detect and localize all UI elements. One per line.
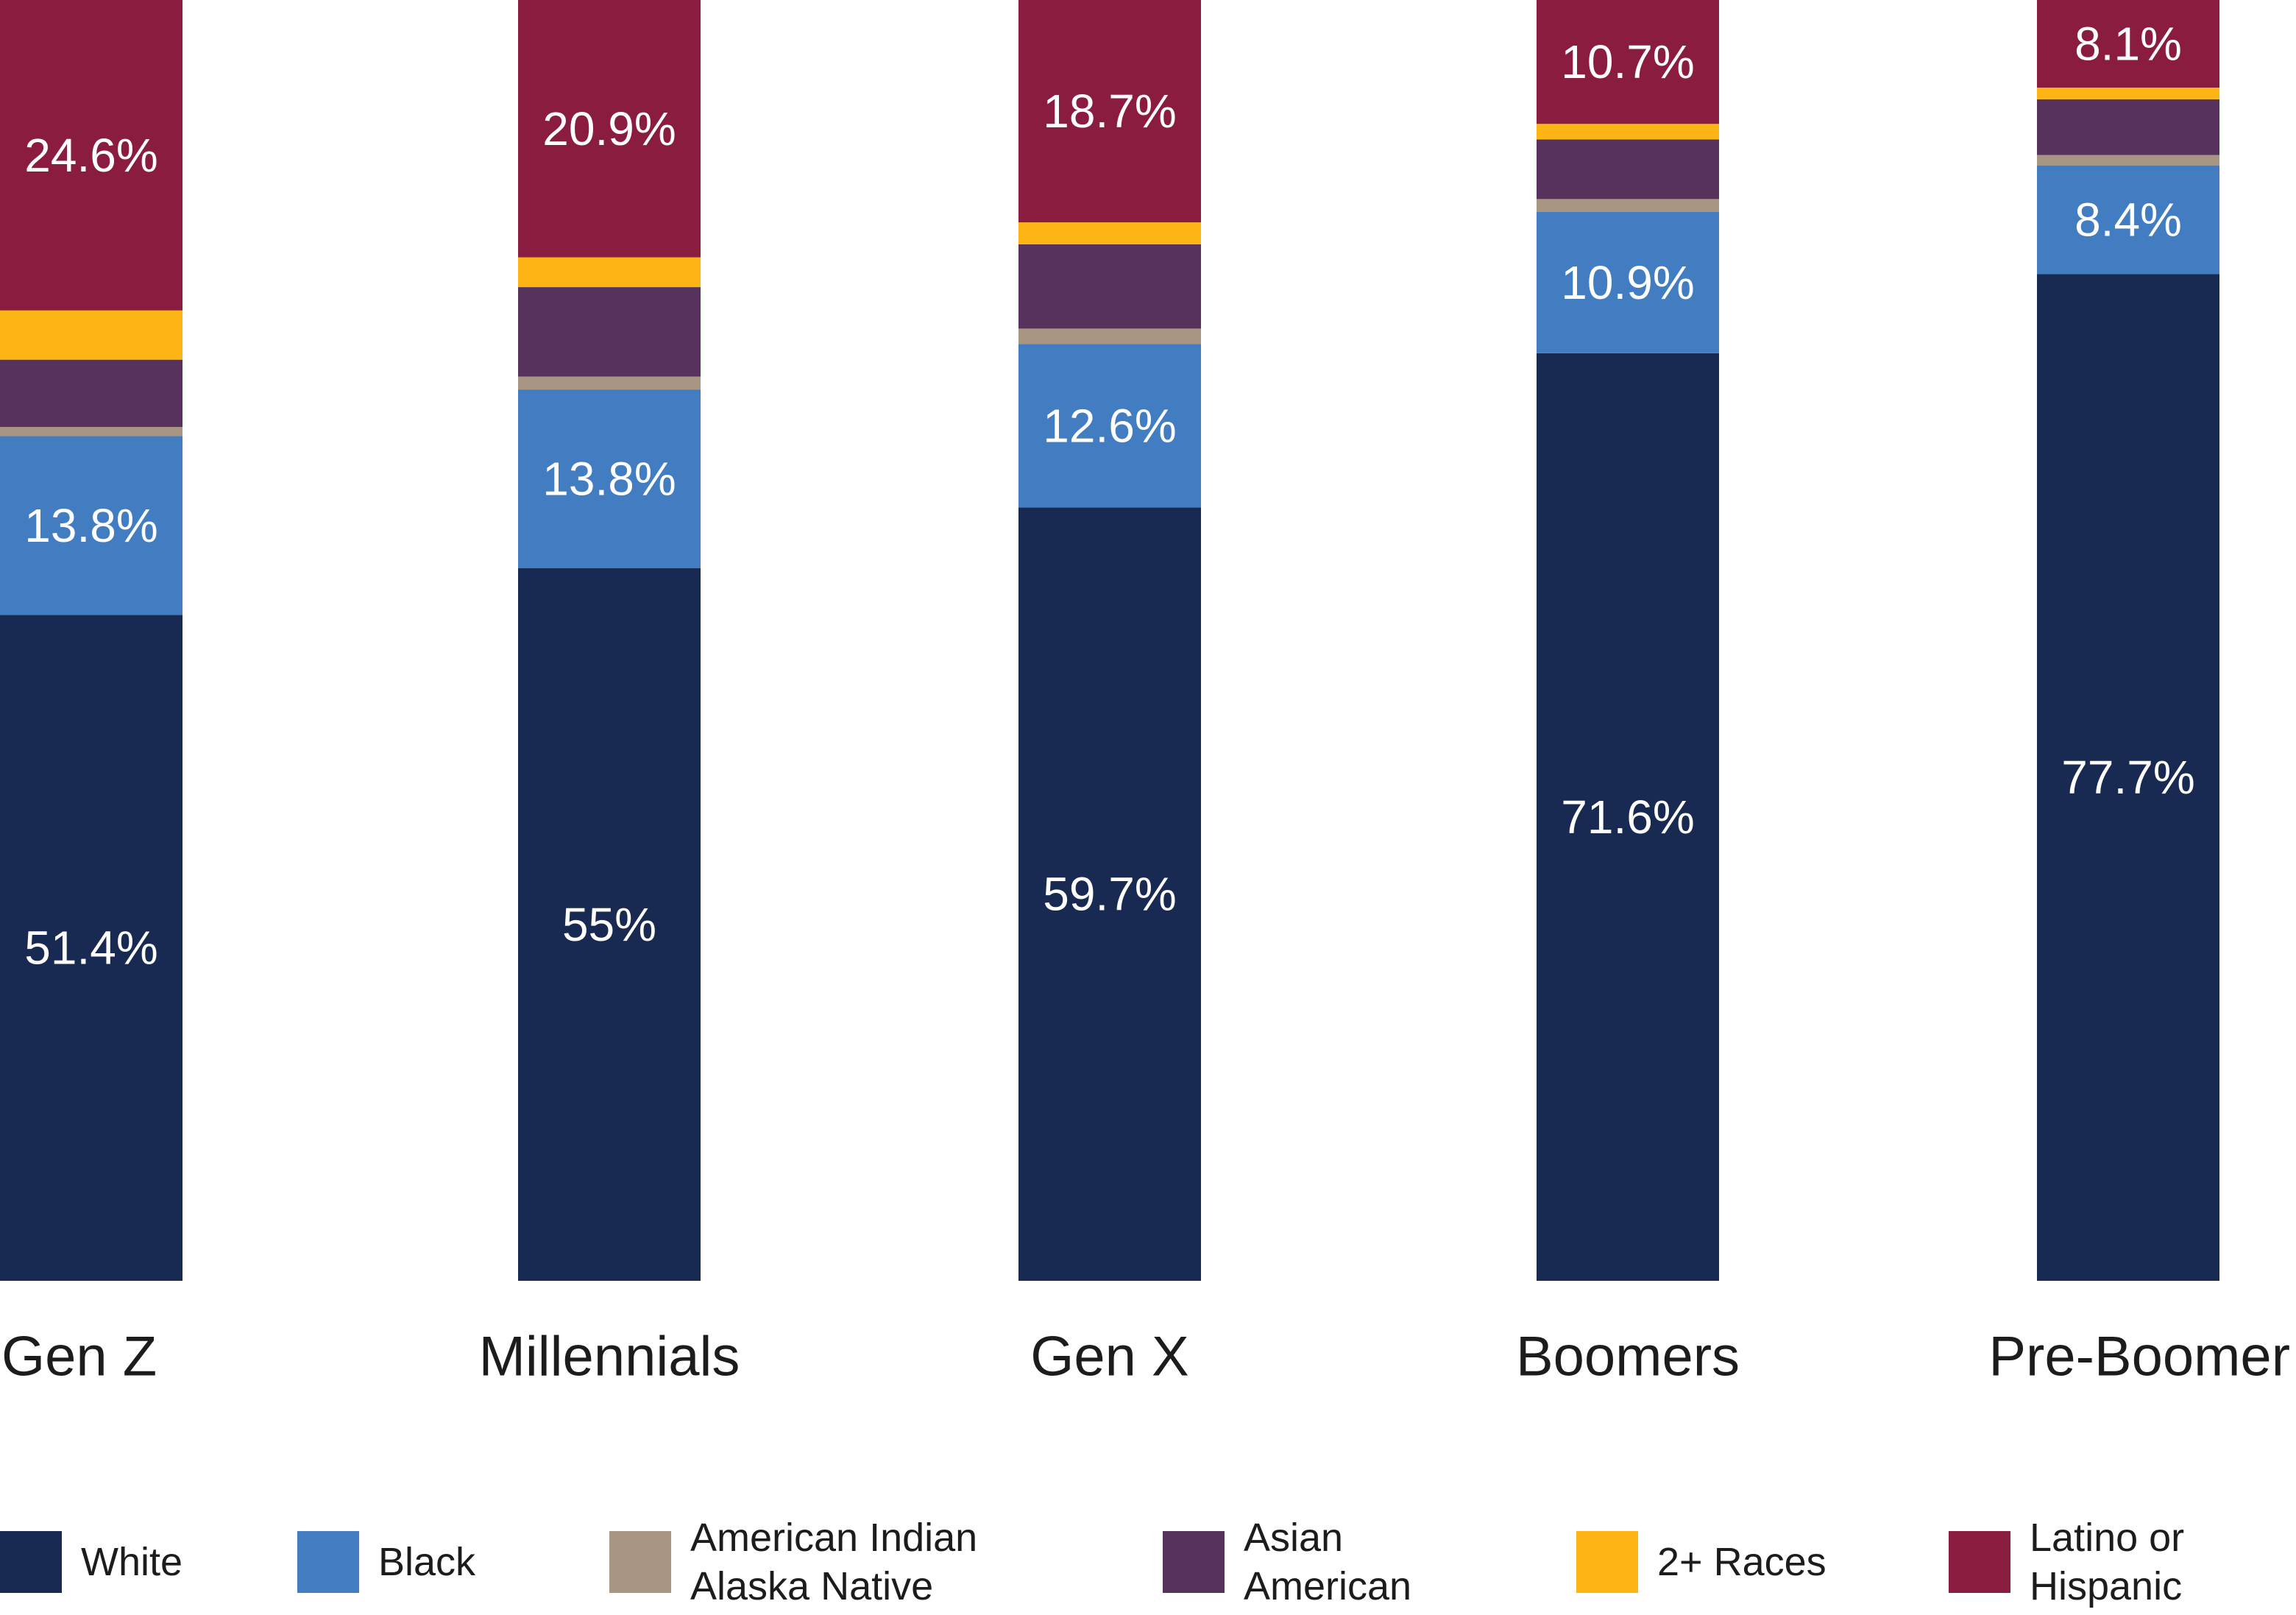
bar-segment-gen-z-asian-american [0,359,183,428]
bar-segment-boomers-2-races [1537,124,1719,140]
bar-segment-gen-x-black [1018,344,1201,508]
data-label-millennials-white: 55% [562,898,656,951]
legend-label-white: White [81,1540,183,1584]
bar-segment-pre-boomer-white [2037,274,2219,1282]
legend-label-american-indian: American Indian Alaska Native [690,1516,978,1608]
legend-label-black: Black [378,1540,476,1584]
bar-segment-gen-x-latino-or-hispanic [1018,0,1201,223]
category-label-gen-x: Gen X [1030,1326,1188,1388]
data-label-pre-boomer-white: 77.7% [2061,751,2194,804]
legend-item-american-indian: American Indian Alaska Native [609,1509,977,1615]
data-label-gen-x-latino-or-hispanic: 18.7% [1043,85,1176,138]
category-label-millennials: Millennials [479,1326,740,1388]
category-label-boomers: Boomers [1516,1326,1740,1388]
bar-segment-millennials-latino-or-hispanic [518,0,701,258]
bar-segment-gen-z-2-races [0,310,183,360]
bar-segment-pre-boomer-latino-or-hispanic [2037,0,2219,88]
bar-segment-boomers-white [1537,353,1719,1282]
bars-group [0,0,2219,1282]
legend-swatch-two-plus-races [1576,1531,1638,1593]
bar-segment-gen-z-black [0,436,183,615]
data-label-boomers-latino-or-hispanic: 10.7% [1561,35,1694,88]
bar-segment-pre-boomer-2-races [2037,88,2219,99]
legend: White Black American Indian Alaska Nativ… [0,1509,2296,1615]
data-label-gen-z-latino-or-hispanic: 24.6% [24,129,157,182]
legend-swatch-latino-hispanic [1949,1531,2010,1593]
legend-label-latino-hispanic: Latino or Hispanic [2030,1516,2185,1608]
bar-segment-gen-x-asian-american [1018,244,1201,329]
bar-segment-boomers-asian-american [1537,139,1719,199]
data-label-gen-z-white: 51.4% [24,922,157,975]
data-label-gen-x-white: 59.7% [1043,868,1176,921]
bar-segment-pre-boomer-american-indian-alaska-native [2037,155,2219,166]
bar-segment-gen-x-2-races [1018,222,1201,244]
legend-swatch-american-indian [609,1531,671,1593]
bar-segment-gen-x-white [1018,507,1201,1281]
legend-swatch-white [0,1531,62,1593]
legend-swatch-black [297,1531,359,1593]
data-label-pre-boomer-black: 8.4% [2074,194,2182,247]
legend-item-white: White [0,1509,183,1615]
bar-segment-boomers-black [1537,212,1719,353]
legend-label-two-plus-races: 2+ Races [1657,1540,1826,1584]
bar-segment-boomers-latino-or-hispanic [1537,0,1719,124]
bar-segment-gen-z-white [0,615,183,1281]
bar-segment-pre-boomer-asian-american [2037,99,2219,155]
bar-segment-boomers-american-indian-alaska-native [1537,199,1719,212]
data-label-millennials-black: 13.8% [542,453,676,506]
data-label-millennials-latino-or-hispanic: 20.9% [542,102,676,155]
category-label-gen-z: Gen Z [1,1326,157,1388]
data-label-gen-x-black: 12.6% [1043,399,1176,452]
legend-item-asian-american: Asian American [1163,1509,1411,1615]
legend-swatch-asian-american [1163,1531,1225,1593]
bar-segment-gen-x-american-indian-alaska-native [1018,328,1201,344]
legend-item-two-plus-races: 2+ Races [1576,1509,1826,1615]
stacked-bar-chart: 51.4% 13.8% 24.6% 55% 13.8% 20.9% 59.7% 12.6% 18… [0,0,2290,1388]
legend-item-black: Black [297,1509,475,1615]
bar-segment-millennials-2-races [518,257,701,288]
legend-item-latino-hispanic: Latino or Hispanic [1949,1509,2184,1615]
data-labels-group: 51.4% 13.8% 24.6% 55% 13.8% 20.9% 59.7% 12.6% 18… [24,18,2194,975]
category-labels-group: Gen Z Millennials Gen X Boomers Pre-Boomer [1,1326,2290,1388]
data-label-pre-boomer-latino-or-hispanic: 8.1% [2074,18,2182,71]
bar-segment-millennials-american-indian-alaska-native [518,376,701,390]
data-label-boomers-white: 71.6% [1561,791,1694,844]
category-label-pre-boomer: Pre-Boomer [1988,1326,2290,1388]
bar-segment-gen-z-latino-or-hispanic [0,0,183,311]
bar-segment-gen-z-american-indian-alaska-native [0,427,183,437]
bar-segment-millennials-asian-american [518,287,701,377]
bar-segment-pre-boomer-black [2037,165,2219,275]
data-label-boomers-black: 10.9% [1561,256,1694,309]
legend-label-asian-american: Asian American [1244,1516,1412,1608]
bar-segment-millennials-black [518,389,701,568]
data-label-gen-z-black: 13.8% [24,499,157,552]
bar-segment-millennials-white [518,568,701,1281]
